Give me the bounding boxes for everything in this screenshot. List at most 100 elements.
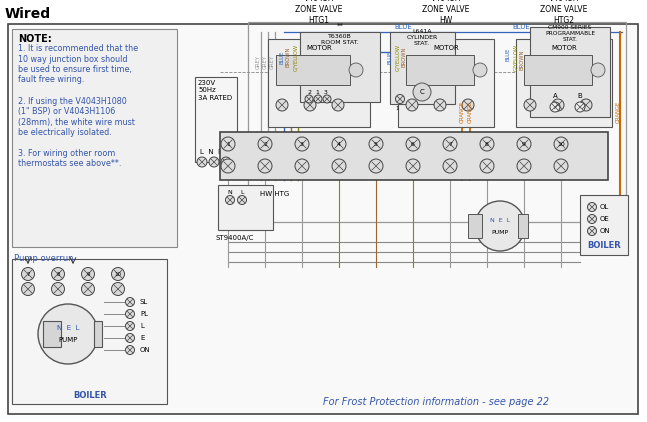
Text: ON: ON xyxy=(140,347,151,353)
Text: 10: 10 xyxy=(115,271,122,276)
Circle shape xyxy=(126,322,135,330)
Circle shape xyxy=(406,99,418,111)
Circle shape xyxy=(591,63,605,77)
Circle shape xyxy=(480,159,494,173)
Text: (1" BSP) or V4043H1106: (1" BSP) or V4043H1106 xyxy=(18,107,115,116)
Circle shape xyxy=(221,157,231,167)
Text: N  E  L: N E L xyxy=(490,217,510,222)
Circle shape xyxy=(258,159,272,173)
Bar xyxy=(268,39,370,127)
Text: 10 way junction box should: 10 way junction box should xyxy=(18,54,127,63)
Circle shape xyxy=(587,214,597,224)
Text: 2  1  3: 2 1 3 xyxy=(308,89,328,95)
Circle shape xyxy=(332,99,344,111)
Circle shape xyxy=(524,99,536,111)
Text: PUMP: PUMP xyxy=(58,337,78,343)
Text: 1. It is recommended that the: 1. It is recommended that the xyxy=(18,44,138,53)
Text: MOTOR: MOTOR xyxy=(551,45,577,51)
Text: Pump overrun: Pump overrun xyxy=(14,254,74,263)
Text: 5: 5 xyxy=(374,141,378,146)
Text: BLUE: BLUE xyxy=(512,24,530,30)
Circle shape xyxy=(295,159,309,173)
Text: ON: ON xyxy=(600,228,611,234)
Text: L641A
CYLINDER
STAT.: L641A CYLINDER STAT. xyxy=(406,29,437,46)
Text: 1: 1 xyxy=(395,106,399,111)
Circle shape xyxy=(126,309,135,319)
Text: A: A xyxy=(553,93,557,99)
Text: 2: 2 xyxy=(263,141,267,146)
Text: L  N  E: L N E xyxy=(200,149,223,155)
Circle shape xyxy=(52,268,65,281)
Bar xyxy=(398,39,494,127)
Text: NOTE:: NOTE: xyxy=(18,34,52,44)
Circle shape xyxy=(587,227,597,235)
Circle shape xyxy=(126,333,135,343)
Bar xyxy=(406,55,474,85)
Text: V4043H
ZONE VALVE
HTG1: V4043H ZONE VALVE HTG1 xyxy=(295,0,343,25)
Text: ORANGE: ORANGE xyxy=(459,101,465,123)
Text: N  E  L: N E L xyxy=(57,325,79,331)
Text: MOTOR: MOTOR xyxy=(306,45,332,51)
Circle shape xyxy=(406,137,420,151)
Text: fault free wiring.: fault free wiring. xyxy=(18,76,84,84)
Circle shape xyxy=(111,282,124,295)
Text: BLUE: BLUE xyxy=(279,50,284,64)
Circle shape xyxy=(443,137,457,151)
Circle shape xyxy=(38,304,98,364)
Text: 10: 10 xyxy=(557,141,565,146)
Bar xyxy=(12,259,167,404)
Text: 2. If using the V4043H1080: 2. If using the V4043H1080 xyxy=(18,97,127,106)
Circle shape xyxy=(126,298,135,306)
Text: (28mm), the white wire must: (28mm), the white wire must xyxy=(18,117,135,127)
Text: ST9400A/C: ST9400A/C xyxy=(215,235,254,241)
Circle shape xyxy=(305,95,313,103)
Bar xyxy=(516,39,612,127)
Text: G/YELLOW: G/YELLOW xyxy=(513,43,518,70)
Text: 7: 7 xyxy=(448,141,452,146)
Text: be electrically isolated.: be electrically isolated. xyxy=(18,128,112,137)
Circle shape xyxy=(580,99,592,111)
Circle shape xyxy=(369,159,383,173)
Text: PL: PL xyxy=(140,311,148,317)
Text: L: L xyxy=(240,189,244,195)
Bar xyxy=(518,214,528,238)
Text: V4043H
ZONE VALVE
HW: V4043H ZONE VALVE HW xyxy=(422,0,470,25)
Circle shape xyxy=(323,95,331,103)
Bar xyxy=(43,321,61,347)
Text: ORANGE: ORANGE xyxy=(615,101,620,123)
Text: B: B xyxy=(578,93,582,99)
Text: GREY: GREY xyxy=(263,55,268,69)
Text: C: C xyxy=(420,89,424,95)
Bar xyxy=(94,321,102,347)
Text: PUMP: PUMP xyxy=(492,230,509,235)
Circle shape xyxy=(221,137,235,151)
Text: BOILER: BOILER xyxy=(587,241,621,250)
Text: **: ** xyxy=(336,23,344,29)
Circle shape xyxy=(434,99,446,111)
Circle shape xyxy=(237,195,247,205)
Bar xyxy=(530,27,610,117)
Text: GREY: GREY xyxy=(256,55,261,69)
Text: MOTOR: MOTOR xyxy=(433,45,459,51)
Text: BLUE: BLUE xyxy=(394,24,411,30)
Text: 1: 1 xyxy=(226,141,230,146)
Text: L: L xyxy=(140,323,144,329)
Text: CM900 SERIES
PROGRAMMABLE
STAT.: CM900 SERIES PROGRAMMABLE STAT. xyxy=(545,25,595,42)
Text: BOILER: BOILER xyxy=(73,391,107,400)
Bar xyxy=(248,22,626,222)
Text: G/YELLOW: G/YELLOW xyxy=(293,43,298,70)
Circle shape xyxy=(21,268,34,281)
Text: BLUE: BLUE xyxy=(506,47,511,61)
Text: 6: 6 xyxy=(411,141,415,146)
Text: E: E xyxy=(140,335,144,341)
Circle shape xyxy=(443,159,457,173)
Circle shape xyxy=(332,137,346,151)
Circle shape xyxy=(82,282,94,295)
Circle shape xyxy=(295,137,309,151)
Circle shape xyxy=(462,99,474,111)
Text: 230V
50Hz
3A RATED: 230V 50Hz 3A RATED xyxy=(198,80,232,101)
Circle shape xyxy=(349,63,363,77)
Bar xyxy=(220,132,608,180)
Circle shape xyxy=(575,102,585,112)
Circle shape xyxy=(197,157,207,167)
